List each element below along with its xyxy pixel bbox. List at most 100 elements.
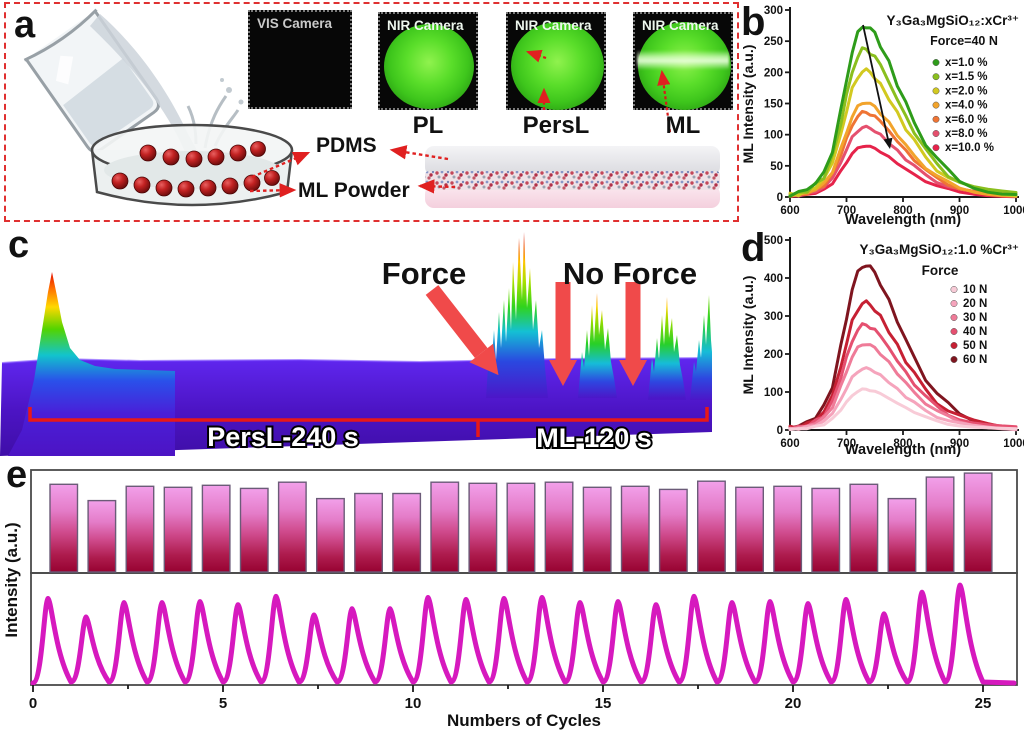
x-tick-label: 600 [780, 438, 799, 450]
film-schematic [425, 146, 720, 208]
legend-label: 50 N [963, 340, 987, 352]
legend-label: x=2.0 % [945, 85, 988, 97]
intensity-bar [849, 483, 879, 573]
legend-label: 40 N [963, 326, 987, 338]
legend-marker [950, 328, 958, 335]
x-tick-label: 10 [405, 695, 422, 712]
intensity-bar [697, 480, 726, 573]
y-tick-label: 200 [764, 67, 783, 79]
intensity-bar [392, 492, 422, 573]
spectrum-curve [788, 46, 1018, 197]
spectrum-curve [788, 366, 1018, 432]
force-annotation: Force [382, 256, 466, 291]
y-tick-label: 0 [777, 192, 783, 204]
intensity-bar [354, 492, 383, 573]
legend-marker [932, 130, 940, 137]
pl-glow-circle [384, 24, 474, 109]
y-tick-label: 250 [764, 36, 783, 48]
legend-marker [950, 314, 958, 321]
intensity-bar [887, 497, 917, 573]
panel-e-bars [49, 472, 993, 573]
panel-b-title: Y₃Ga₃MgSiO₁₂:xCr³⁺ [887, 13, 1019, 28]
nir-camera-image-pl: NIR Camera [378, 12, 478, 110]
legend-label: x=6.0 % [945, 114, 988, 126]
splash-droplets [220, 78, 244, 105]
spectrum-curve [788, 25, 1018, 198]
legend-label: x=10.0 % [945, 142, 994, 154]
panel-b-curves [788, 25, 1018, 199]
x-tick-label: 900 [950, 438, 969, 450]
pdms-label: PDMS [316, 134, 377, 157]
vis-camera-image: VIS Camera [248, 10, 352, 109]
spectrum-curve [788, 144, 1018, 199]
ml-spike-cluster-2 [578, 293, 617, 398]
intensity-bar [658, 488, 688, 573]
x-tick-label: 700 [837, 438, 856, 450]
intensity-bar [125, 485, 155, 573]
intensity-bar [201, 484, 231, 573]
ml-powder-label: ML Powder [298, 179, 410, 202]
panel-d-title: Y₃Ga₃MgSiO₁₂:1.0 %Cr³⁺ [860, 242, 1019, 257]
nir-camera-label: NIR Camera [387, 18, 464, 33]
film-powder-layer [425, 171, 720, 190]
panel-b-letter: b [741, 0, 766, 44]
arrow-dish-to-mlpowder [249, 183, 297, 198]
mode-label-persl: PersL [522, 112, 590, 139]
mode-label-pl: PL [412, 112, 444, 139]
intensity-bar [544, 481, 574, 573]
y-tick-label: 50 [770, 161, 783, 173]
y-tick-label: 200 [764, 349, 783, 361]
spectrum-curve [788, 343, 1018, 431]
panel-e-ticks: 0 5 10 15 20 25 [29, 685, 991, 712]
panel-a-letter: a [14, 4, 36, 46]
panel-b-annotation: Force=40 N [930, 34, 998, 48]
decreasing-trend-arrow [862, 24, 893, 149]
ml-spike-cluster-3 [648, 297, 686, 400]
legend-marker [932, 144, 940, 152]
y-tick-label: 300 [764, 5, 783, 17]
ml-spike-cluster-4 [690, 295, 712, 400]
panel-d-legend: 10 N 20 N 30 N 40 N 50 N 60 N [950, 284, 987, 366]
panel-a-border [4, 2, 739, 222]
panel-c-waterfall: Force No Force PersL-240 s ML-120 s [0, 232, 713, 456]
panel-d-xlabel: Wavelength (nm) [845, 442, 961, 458]
intensity-bar [468, 482, 498, 573]
film-substrate-layer [425, 185, 720, 208]
ml-powder-spheres [111, 141, 280, 198]
y-tick-label: 100 [764, 387, 783, 399]
legend-marker [932, 59, 940, 66]
panel-d-annotation: Force [922, 263, 959, 278]
legend-marker [950, 342, 958, 349]
intensity-bar [87, 499, 117, 573]
mode-label-ml: ML [665, 112, 701, 139]
legend-marker [950, 300, 958, 307]
x-tick-label: 600 [780, 205, 799, 217]
arrow-film-to-pdms [389, 145, 449, 161]
intensity-bar [506, 482, 536, 573]
x-tick-label: 800 [893, 205, 912, 217]
y-tick-label: 150 [764, 99, 783, 111]
panel-c-letter: c [8, 224, 30, 266]
legend-label: x=1.0 % [945, 57, 988, 69]
legend-label: 60 N [963, 354, 987, 366]
persl-arrow-left [525, 49, 547, 63]
legend-label: 10 N [963, 284, 987, 296]
intensity-bar [277, 481, 307, 573]
intensity-bar [963, 472, 993, 573]
ml-spike-cluster-1 [486, 232, 548, 398]
panel-e-xlabel: Numbers of Cycles [447, 711, 601, 730]
legend-marker [932, 87, 940, 95]
nir-camera-label: NIR Camera [642, 18, 719, 33]
intensity-bar [582, 486, 612, 573]
panel-e-frames [30, 469, 1018, 686]
panel-a-artwork [23, 8, 720, 208]
arrow-film-to-mlpowder [417, 179, 456, 194]
intensity-bar [925, 476, 955, 573]
water-stream [90, 14, 198, 154]
spectrum-curve [788, 101, 1018, 198]
